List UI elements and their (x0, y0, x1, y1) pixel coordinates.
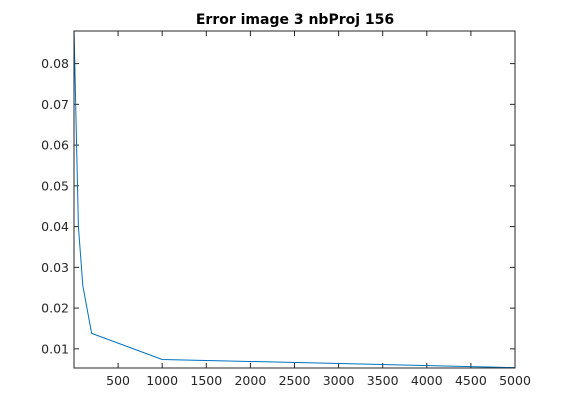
series-layer (73, 30, 516, 369)
y-tick-label: 0.01 (41, 341, 69, 356)
y-tick-label: 0.03 (41, 260, 69, 275)
x-tick-label: 4000 (411, 373, 443, 388)
y-tick-label: 0.07 (41, 97, 69, 112)
plot-area (74, 31, 515, 368)
y-tick-label: 0.04 (41, 219, 69, 234)
chart-title: Error image 3 nbProj 156 (196, 12, 394, 28)
x-tick-label: 2000 (234, 373, 266, 388)
y-tick-label: 0.08 (41, 56, 69, 71)
y-tick-label: 0.05 (41, 178, 69, 193)
x-tick-label: 5000 (499, 373, 531, 388)
y-tick-label: 0.02 (41, 301, 69, 316)
axes-box (73, 30, 516, 369)
x-tick-label: 3500 (367, 373, 399, 388)
x-tick-label: 4500 (455, 373, 487, 388)
series-line (73, 30, 516, 369)
y-tick-label: 0.06 (41, 138, 69, 153)
axis-tick-labels: 500 1000 1500 2000 2500 3000 3500 4000 4500 5000 0… (41, 56, 531, 388)
x-tick-label: 500 (106, 373, 130, 388)
x-tick-label: 1000 (146, 373, 178, 388)
x-tick-label: 3000 (323, 373, 355, 388)
x-tick-label: 2500 (279, 373, 311, 388)
x-tick-label: 1500 (190, 373, 222, 388)
